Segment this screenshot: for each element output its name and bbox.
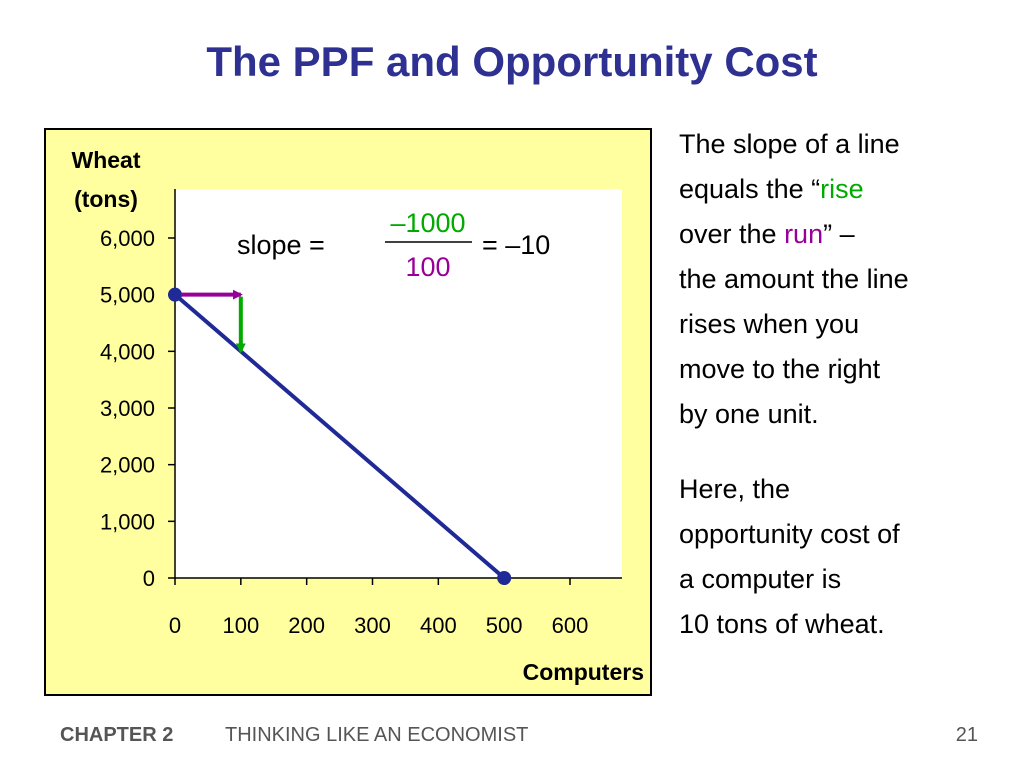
y-tick-label: 3,000 — [100, 396, 155, 421]
slope-explanation: The slope of a line equals the “rise ove… — [679, 122, 909, 437]
y-tick-labels: 0 1,000 2,000 3,000 4,000 5,000 6,000 — [100, 226, 155, 591]
x-tick-label: 500 — [486, 613, 523, 638]
text-line: The slope of a line — [679, 129, 900, 159]
slope-label: slope = — [237, 230, 325, 260]
text-line: move to the right — [679, 354, 881, 384]
text-line: a computer is — [679, 564, 842, 594]
y-tick-label: 0 — [143, 566, 155, 591]
text-line: over the run” – — [679, 212, 909, 257]
y-tick-label: 5,000 — [100, 283, 155, 308]
y-tick-label: 6,000 — [100, 226, 155, 251]
text-line: the amount the line — [679, 264, 909, 294]
x-tick-label: 100 — [222, 613, 259, 638]
text-line: equals the “rise — [679, 167, 909, 212]
slope-denominator: 100 — [405, 252, 450, 282]
text-line: rises when you — [679, 309, 860, 339]
x-tick-label: 300 — [354, 613, 391, 638]
x-axis-label: Computers — [523, 659, 644, 685]
text-fragment: ” – — [823, 219, 855, 249]
text-line: 10 tons of wheat. — [679, 609, 885, 639]
slope-formula: slope = –1000 100 = –10 — [237, 208, 550, 282]
y-tick-label: 4,000 — [100, 339, 155, 364]
text-line: Here, the — [679, 474, 791, 504]
slope-result: = –10 — [482, 230, 550, 260]
ppf-line — [173, 293, 506, 580]
axes — [174, 189, 622, 579]
x-tick-label: 0 — [169, 613, 181, 638]
text-line: opportunity cost of — [679, 519, 900, 549]
y-tick-label: 1,000 — [100, 509, 155, 534]
footer-book-title: THINKING LIKE AN ECONOMIST — [225, 724, 529, 746]
page-number: 21 — [955, 724, 978, 746]
x-tick-label: 600 — [552, 613, 589, 638]
x-tick-label: 200 — [288, 613, 325, 638]
slide-title: The PPF and Opportunity Cost — [206, 38, 818, 85]
rise-word: rise — [820, 174, 864, 204]
ppf-endpoint-wheat — [168, 287, 182, 302]
y-tick-label: 2,000 — [100, 453, 155, 478]
ppf-chart: 0 1,000 2,000 3,000 4,000 5,000 6,000 0 100 200 3… — [72, 147, 645, 685]
y-axis-label-line1: Wheat — [72, 147, 141, 173]
x-tick-labels: 0 100 200 300 400 500 600 — [169, 613, 588, 638]
y-axis-label-line2: (tons) — [74, 186, 138, 212]
plot-area — [175, 189, 622, 578]
text-fragment: equals the “ — [679, 174, 821, 204]
ppf-endpoint-computers — [497, 571, 512, 585]
slope-numerator: –1000 — [390, 208, 465, 238]
text-fragment: over the — [679, 219, 785, 249]
run-word: run — [784, 219, 824, 249]
opportunity-cost-explanation: Here, the opportunity cost of a computer… — [679, 467, 900, 647]
footer-chapter: CHAPTER 2 — [60, 724, 174, 746]
x-tick-label: 400 — [420, 613, 457, 638]
text-line: by one unit. — [679, 399, 819, 429]
